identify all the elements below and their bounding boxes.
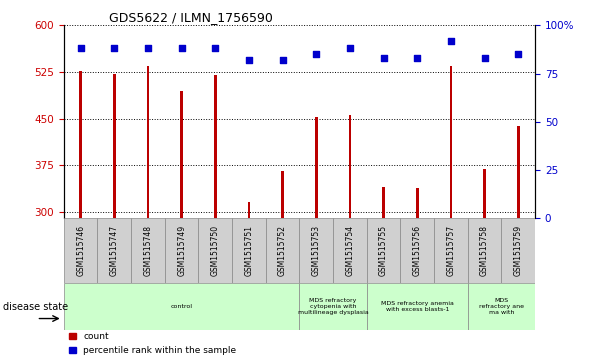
Text: GSM1515753: GSM1515753: [312, 225, 321, 276]
Legend: count, percentile rank within the sample: count, percentile rank within the sample: [65, 329, 240, 359]
Bar: [468, 283, 535, 330]
Bar: [434, 218, 468, 283]
Point: [278, 57, 288, 63]
Bar: [113, 74, 116, 218]
Bar: [299, 218, 333, 283]
Bar: [266, 218, 299, 283]
Bar: [214, 75, 216, 218]
Bar: [131, 218, 165, 283]
Bar: [502, 218, 535, 283]
Bar: [282, 171, 284, 218]
Text: GSM1515750: GSM1515750: [211, 225, 220, 276]
Bar: [198, 218, 232, 283]
Text: GSM1515757: GSM1515757: [446, 225, 455, 276]
Text: GSM1515752: GSM1515752: [278, 225, 287, 276]
Point: [76, 46, 86, 52]
Point: [109, 46, 119, 52]
Text: GSM1515759: GSM1515759: [514, 225, 523, 276]
Point: [345, 46, 355, 52]
Bar: [367, 218, 401, 283]
Text: MDS refractory anemia
with excess blasts-1: MDS refractory anemia with excess blasts…: [381, 301, 454, 312]
Bar: [416, 188, 418, 218]
Text: control: control: [171, 304, 193, 309]
Text: GSM1515746: GSM1515746: [76, 225, 85, 276]
Bar: [382, 187, 385, 218]
Bar: [64, 283, 299, 330]
Bar: [64, 218, 97, 283]
Bar: [181, 91, 183, 218]
Point: [244, 57, 254, 63]
Bar: [147, 66, 150, 218]
Bar: [449, 66, 452, 218]
Text: GSM1515748: GSM1515748: [143, 225, 153, 276]
Bar: [401, 218, 434, 283]
Point: [379, 55, 389, 61]
Bar: [367, 283, 468, 330]
Bar: [483, 170, 486, 218]
Bar: [247, 202, 250, 218]
Bar: [79, 71, 82, 218]
Bar: [348, 115, 351, 218]
Point: [480, 55, 489, 61]
Bar: [299, 283, 367, 330]
Text: GDS5622 / ILMN_1756590: GDS5622 / ILMN_1756590: [109, 11, 274, 24]
Bar: [232, 218, 266, 283]
Point: [513, 51, 523, 57]
Point: [143, 46, 153, 52]
Point: [311, 51, 321, 57]
Text: GSM1515756: GSM1515756: [413, 225, 422, 276]
Text: GSM1515747: GSM1515747: [110, 225, 119, 276]
Point: [177, 46, 187, 52]
Text: MDS
refractory ane
ma with: MDS refractory ane ma with: [479, 298, 524, 315]
Bar: [468, 218, 502, 283]
Point: [210, 46, 220, 52]
Text: MDS refractory
cytopenia with
multilineage dysplasia: MDS refractory cytopenia with multilinea…: [298, 298, 368, 315]
Bar: [517, 126, 520, 218]
Text: GSM1515749: GSM1515749: [177, 225, 186, 276]
Bar: [315, 117, 317, 218]
Bar: [97, 218, 131, 283]
Text: GSM1515758: GSM1515758: [480, 225, 489, 276]
Bar: [333, 218, 367, 283]
Point: [446, 38, 456, 44]
Bar: [165, 218, 198, 283]
Text: disease state: disease state: [3, 302, 68, 312]
Point: [412, 55, 422, 61]
Text: GSM1515754: GSM1515754: [345, 225, 354, 276]
Text: GSM1515755: GSM1515755: [379, 225, 388, 276]
Text: GSM1515751: GSM1515751: [244, 225, 254, 276]
